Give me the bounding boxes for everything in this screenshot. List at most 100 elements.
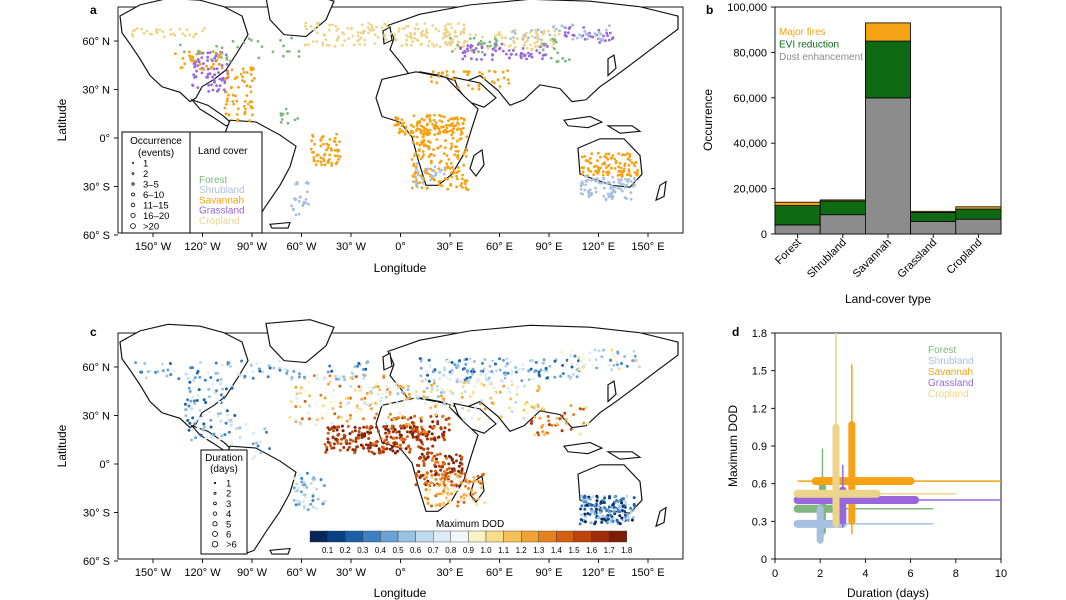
landcover-dot-savannah [464,186,468,190]
dod-dot [626,518,630,522]
dod-dot [204,436,208,440]
panel-c-map: c 150° W 120° W 90° W 60° W 30° W 0° 30° E 60° … [55,319,684,600]
dod-dot [310,418,314,422]
dod-dot [437,377,441,381]
duration-legend-symbol [211,541,219,548]
dod-dot [337,425,341,429]
dod-dot [434,469,437,473]
dod-dot [447,462,451,466]
landcover-dot-cropland [142,31,146,35]
dod-dot [307,411,311,415]
dod-dot [489,360,493,364]
dod-dot [388,401,392,405]
landcover-dot-savannah [623,164,627,168]
dod-dot [365,391,369,395]
dod-dot [302,506,306,510]
landcover-dot-forest [215,44,219,48]
landcover-dot-cropland [342,32,346,36]
dod-dot [508,360,512,364]
dod-dot [435,453,439,457]
landcover-dot-savannah [235,113,239,116]
dod-dot [144,376,148,380]
dod-dot [380,445,384,449]
landcover-dot-savannah [445,126,449,130]
dod-dot [629,506,632,510]
dod-dot [609,358,613,362]
dod-dot [445,375,449,379]
dod-dot [514,366,518,370]
dod-dot [316,373,319,377]
colorbar-swatch [380,530,399,543]
dod-dot [594,358,598,362]
dod-dot [508,406,512,410]
dod-dot [434,413,438,417]
dod-dot [209,376,213,379]
dod-dot [330,421,334,425]
dod-dot [430,387,434,391]
dod-dot [328,441,332,445]
dod-dot [516,385,520,389]
landcover-dot-shrubland [440,168,443,172]
landcover-dot-shrubland [595,177,599,181]
dod-dot [207,387,211,391]
dod-dot [548,423,551,427]
landcover-dot-savannah [445,166,449,170]
landcover-dot-savannah [312,158,316,162]
dod-dot [590,510,594,514]
landcover-dot-savannah [447,158,451,161]
colorbar-tick-label: 0.3 [357,546,369,555]
landcover-dot-grassland [511,49,515,52]
dod-dot [472,360,476,363]
landcover-dot-forest [494,41,498,45]
landcover-dot-forest [493,45,497,48]
dod-dot [583,507,587,511]
dod-dot [349,438,352,442]
landcover-dot-grassland [607,38,611,42]
dod-dot [620,516,624,520]
dod-dot [251,376,255,380]
landcover-dot-savannah [404,125,408,129]
landcover-dot-savannah [237,85,240,89]
dod-dot [440,388,444,392]
landcover-dot-shrubland [512,29,515,33]
landcover-dot-grassland [474,47,478,50]
dod-dot [377,447,381,451]
landcover-dot-shrubland [571,37,575,41]
dod-dot [429,415,433,418]
landcover-dot-savannah [226,71,229,74]
dod-dot [456,504,460,508]
dod-dot [188,410,192,414]
dod-dot [294,503,298,507]
landcover-dot-savannah [426,130,430,134]
dod-dot [600,520,604,524]
landcover-dot-savannah [586,159,590,163]
landcover-dot-savannah [448,167,452,170]
landcover-dot-savannah [428,114,432,118]
dod-dot [388,392,392,396]
landcover-dot-savannah [183,62,187,66]
dod-dot [221,420,225,424]
landcover-dot-shrubland [425,169,429,173]
dod-dot [355,410,359,414]
landcover-dot-shrubland [583,188,587,192]
landcover-dot-savannah [626,152,629,155]
landcover-dot-savannah [432,148,435,152]
landcover-dot-shrubland [598,37,601,41]
landcover-dot-cropland [449,43,453,47]
lat-tick-label: 30° S [83,182,110,194]
landcover-dot-savannah [588,157,592,160]
dod-dot [357,361,361,365]
landcover-dot-shrubland [297,200,301,203]
dod-dot [390,427,394,431]
dod-dot [568,377,572,381]
landcover-dot-cropland [383,33,386,37]
dod-dot [425,481,429,485]
dod-dot [381,450,385,454]
dod-dot [402,440,405,444]
landcover-dot-savannah [408,132,412,136]
landcover-dot-grassland [197,60,201,64]
landcover-dot-savannah [425,115,429,119]
landcover-dot-forest [228,59,232,63]
dod-dot [366,446,370,450]
